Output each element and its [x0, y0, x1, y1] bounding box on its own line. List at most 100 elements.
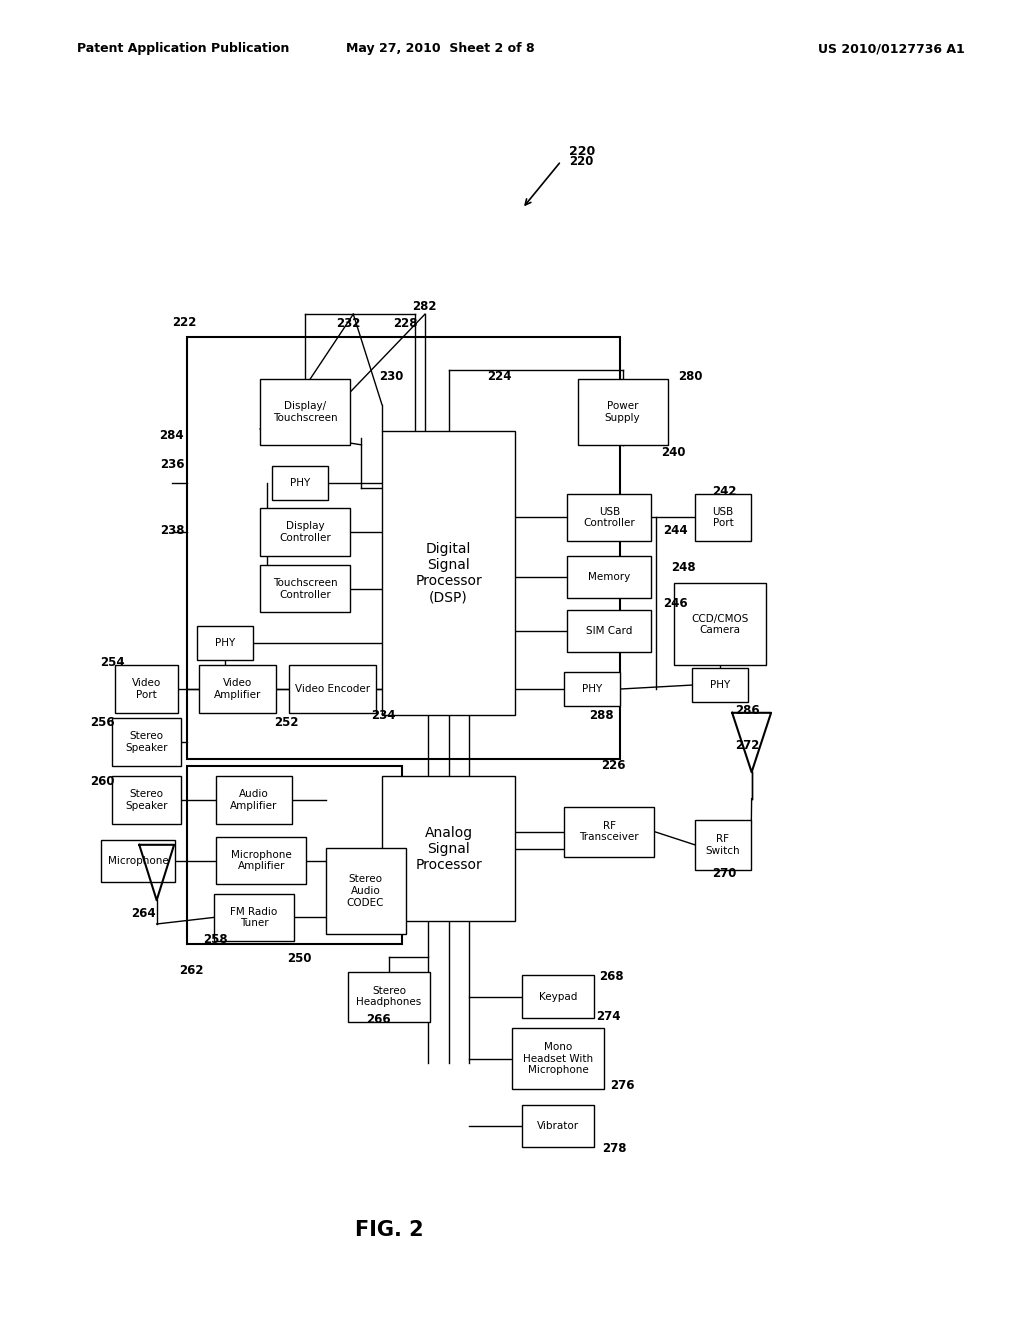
Text: Video
Amplifier: Video Amplifier [214, 678, 261, 700]
Bar [522, 1105, 594, 1147]
Bar [216, 837, 306, 884]
Text: 238: 238 [160, 524, 184, 537]
Text: 278: 278 [602, 1142, 627, 1155]
Bar [567, 610, 651, 652]
Bar [694, 820, 752, 870]
Text: Display
Controller: Display Controller [280, 521, 331, 543]
Bar [271, 466, 328, 500]
Text: 272: 272 [735, 739, 760, 752]
Text: 232: 232 [336, 317, 360, 330]
Text: 282: 282 [412, 300, 436, 313]
Text: 228: 228 [393, 317, 418, 330]
Text: Analog
Signal
Processor: Analog Signal Processor [415, 825, 482, 873]
Text: 230: 230 [379, 370, 403, 383]
Bar [112, 776, 181, 824]
Bar [101, 840, 175, 882]
Bar [187, 337, 620, 759]
Bar [578, 379, 668, 445]
Text: Keypad: Keypad [539, 991, 578, 1002]
Text: PHY: PHY [582, 684, 602, 694]
Bar [694, 494, 752, 541]
Bar [197, 626, 254, 660]
Text: 234: 234 [371, 709, 395, 722]
Text: 288: 288 [589, 709, 613, 722]
Text: 240: 240 [662, 446, 686, 459]
Bar [326, 849, 406, 935]
Text: 286: 286 [735, 704, 760, 717]
Bar [199, 665, 276, 713]
Bar [522, 975, 594, 1018]
Text: 222: 222 [172, 315, 197, 329]
Text: Touchscreen
Controller: Touchscreen Controller [272, 578, 338, 599]
Text: Audio
Amplifier: Audio Amplifier [230, 789, 278, 810]
Text: 284: 284 [159, 429, 183, 442]
Text: 252: 252 [274, 715, 299, 729]
Text: 250: 250 [287, 952, 311, 965]
Text: 256: 256 [90, 715, 115, 729]
Text: USB
Port: USB Port [713, 507, 733, 528]
Bar [215, 776, 293, 824]
Bar [260, 508, 350, 556]
Text: 262: 262 [179, 964, 204, 977]
Text: SIM Card: SIM Card [586, 626, 633, 636]
Bar [214, 894, 294, 941]
Text: Stereo
Headphones: Stereo Headphones [356, 986, 422, 1007]
Text: May 27, 2010  Sheet 2 of 8: May 27, 2010 Sheet 2 of 8 [346, 42, 535, 55]
Bar [382, 776, 515, 921]
Bar [382, 430, 515, 715]
Text: 220: 220 [569, 145, 596, 158]
Text: US 2010/0127736 A1: US 2010/0127736 A1 [817, 42, 965, 55]
Bar [567, 494, 651, 541]
Text: Memory: Memory [588, 572, 631, 582]
Bar [512, 1028, 604, 1089]
Bar [564, 807, 654, 857]
Text: 276: 276 [610, 1078, 635, 1092]
Text: 226: 226 [601, 759, 626, 772]
Bar [674, 583, 766, 665]
Text: Video Encoder: Video Encoder [295, 684, 371, 694]
Text: 248: 248 [671, 561, 695, 574]
Text: Digital
Signal
Processor
(DSP): Digital Signal Processor (DSP) [415, 541, 482, 605]
Bar [187, 766, 402, 944]
Text: 280: 280 [678, 370, 702, 383]
Text: 242: 242 [712, 484, 736, 498]
Text: 258: 258 [203, 933, 227, 946]
Bar [112, 718, 181, 766]
Text: Patent Application Publication: Patent Application Publication [77, 42, 289, 55]
Text: 270: 270 [712, 867, 736, 880]
Text: Display/
Touchscreen: Display/ Touchscreen [272, 401, 338, 422]
Bar [260, 565, 350, 612]
Text: USB
Controller: USB Controller [584, 507, 635, 528]
Bar [290, 665, 377, 713]
Text: 266: 266 [367, 1012, 391, 1026]
Text: 268: 268 [599, 970, 624, 983]
Bar [260, 379, 350, 445]
Bar [692, 668, 748, 702]
Text: RF
Switch: RF Switch [706, 834, 740, 855]
Text: 236: 236 [160, 458, 184, 471]
Text: 224: 224 [487, 370, 512, 383]
Text: Stereo
Speaker: Stereo Speaker [125, 789, 168, 810]
Text: CCD/CMOS
Camera: CCD/CMOS Camera [691, 614, 749, 635]
Text: 246: 246 [664, 597, 688, 610]
Text: 274: 274 [596, 1010, 621, 1023]
Text: FIG. 2: FIG. 2 [354, 1220, 424, 1241]
Text: 264: 264 [131, 907, 156, 920]
Text: Stereo
Audio
CODEC: Stereo Audio CODEC [347, 874, 384, 908]
Text: 260: 260 [90, 775, 115, 788]
Bar [563, 672, 621, 706]
Text: FM Radio
Tuner: FM Radio Tuner [230, 907, 278, 928]
Text: Microphone
Amplifier: Microphone Amplifier [230, 850, 292, 871]
Text: Video
Port: Video Port [132, 678, 161, 700]
Text: Power
Supply: Power Supply [605, 401, 640, 422]
Text: 220: 220 [569, 154, 594, 168]
Text: PHY: PHY [215, 638, 236, 648]
Text: RF
Transceiver: RF Transceiver [580, 821, 639, 842]
Text: PHY: PHY [710, 680, 730, 690]
Text: 254: 254 [100, 656, 125, 669]
Text: Stereo
Speaker: Stereo Speaker [125, 731, 168, 752]
Bar [567, 556, 651, 598]
Text: Vibrator: Vibrator [537, 1121, 580, 1131]
Text: PHY: PHY [290, 478, 310, 488]
Bar [348, 972, 430, 1022]
